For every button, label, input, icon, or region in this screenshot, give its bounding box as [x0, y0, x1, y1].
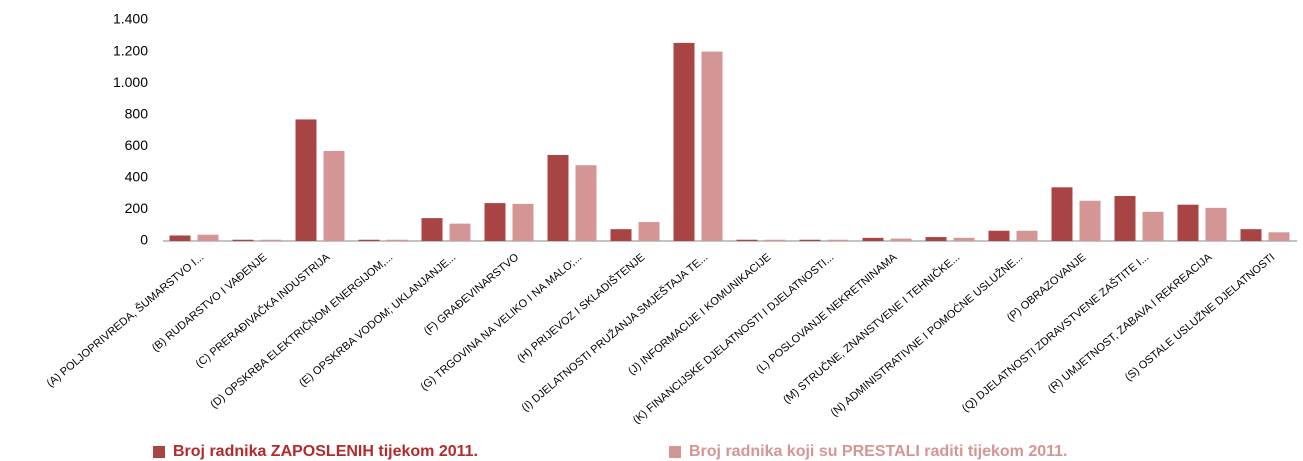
bar	[484, 203, 506, 241]
bar	[673, 42, 695, 242]
legend-swatch	[153, 446, 165, 458]
bar	[925, 237, 947, 241]
x-tick-label: (H) PRIJEVOZ I SKLADIŠTENJE	[514, 251, 647, 365]
bar	[575, 165, 597, 241]
y-tick-label: 600	[125, 137, 149, 153]
y-tick-label: 400	[125, 169, 149, 185]
bar	[547, 154, 569, 241]
bar	[701, 51, 723, 242]
x-tick-label: (C) PRERAĐIVAČKA INDUSTRIJA	[193, 250, 333, 370]
bar	[386, 239, 408, 241]
legend-swatch	[669, 446, 681, 458]
bar	[232, 239, 254, 241]
bar	[1051, 187, 1073, 241]
legend-label: Broj radnika ZAPOSLENIH tijekom 2011.	[173, 443, 478, 460]
bar	[197, 234, 219, 241]
legend-label: Broj radnika koji su PRESTALI raditi tij…	[689, 443, 1067, 460]
bar	[890, 238, 912, 241]
bar	[323, 151, 345, 241]
y-tick-label: 200	[125, 200, 149, 216]
bar	[449, 223, 471, 241]
bar	[512, 203, 534, 241]
bar	[1114, 196, 1136, 241]
bar	[953, 237, 975, 241]
y-tick-label: 0	[140, 232, 148, 248]
bar	[1079, 200, 1101, 241]
x-tick-label: (B) RUDARSTVO I VAĐENJE	[150, 251, 269, 354]
bar	[358, 239, 380, 241]
bar	[295, 119, 317, 241]
bar	[1268, 232, 1290, 241]
y-tick-label: 1.400	[113, 11, 148, 27]
y-tick-label: 1.200	[113, 42, 148, 58]
bar	[736, 239, 758, 241]
bar	[1016, 230, 1038, 241]
bar	[638, 222, 660, 241]
y-tick-label: 1.000	[113, 74, 148, 90]
bar	[1142, 211, 1164, 241]
bar	[1177, 204, 1199, 241]
bar	[988, 230, 1010, 241]
bar	[799, 239, 821, 241]
bar	[260, 239, 282, 241]
bar	[827, 239, 849, 241]
y-tick-label: 800	[125, 105, 149, 121]
bar	[1240, 229, 1262, 241]
bar	[169, 235, 191, 241]
bar	[1205, 207, 1227, 241]
bar	[862, 237, 884, 241]
bar	[764, 239, 786, 241]
bar	[421, 218, 443, 241]
bar	[610, 229, 632, 241]
